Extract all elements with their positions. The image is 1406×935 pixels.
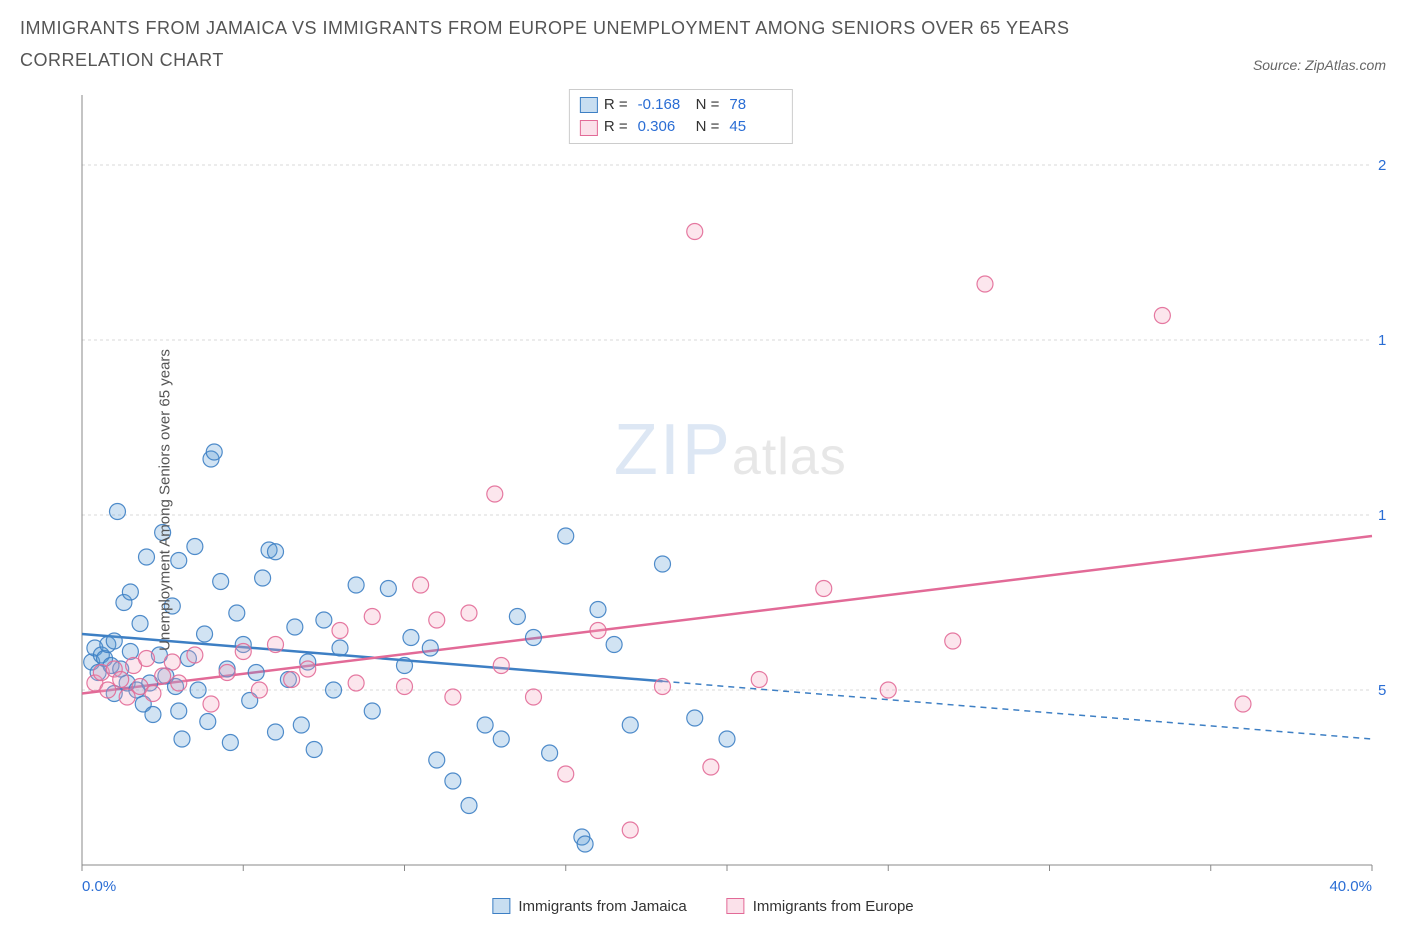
stats-legend-row: R =-0.168N =78 — [580, 94, 782, 117]
svg-text:15.0%: 15.0% — [1378, 332, 1386, 349]
source-credit: Source: ZipAtlas.com — [1253, 57, 1386, 77]
stats-legend-row: R =0.306N =45 — [580, 116, 782, 139]
svg-text:0.0%: 0.0% — [82, 878, 116, 895]
scatter-chart: 0.0% 40.0% 5.0% 10.0% 15.0% 20.0% — [20, 85, 1386, 915]
svg-text:20.0%: 20.0% — [1378, 157, 1386, 174]
svg-text:10.0%: 10.0% — [1378, 507, 1386, 524]
chart-title: IMMIGRANTS FROM JAMAICA VS IMMIGRANTS FR… — [20, 12, 1120, 77]
series-legend-item: Immigrants from Jamaica — [492, 898, 686, 915]
series-legend: Immigrants from Jamaica Immigrants from E… — [492, 898, 913, 915]
stats-legend: R =-0.168N =78R =0.306N =45 — [569, 89, 793, 144]
y-axis-label: Unemployment Among Seniors over 65 years — [156, 349, 173, 651]
svg-text:40.0%: 40.0% — [1329, 878, 1372, 895]
chart-container: Unemployment Among Seniors over 65 years… — [20, 85, 1386, 915]
svg-text:5.0%: 5.0% — [1378, 682, 1386, 699]
series-legend-item: Immigrants from Europe — [727, 898, 914, 915]
